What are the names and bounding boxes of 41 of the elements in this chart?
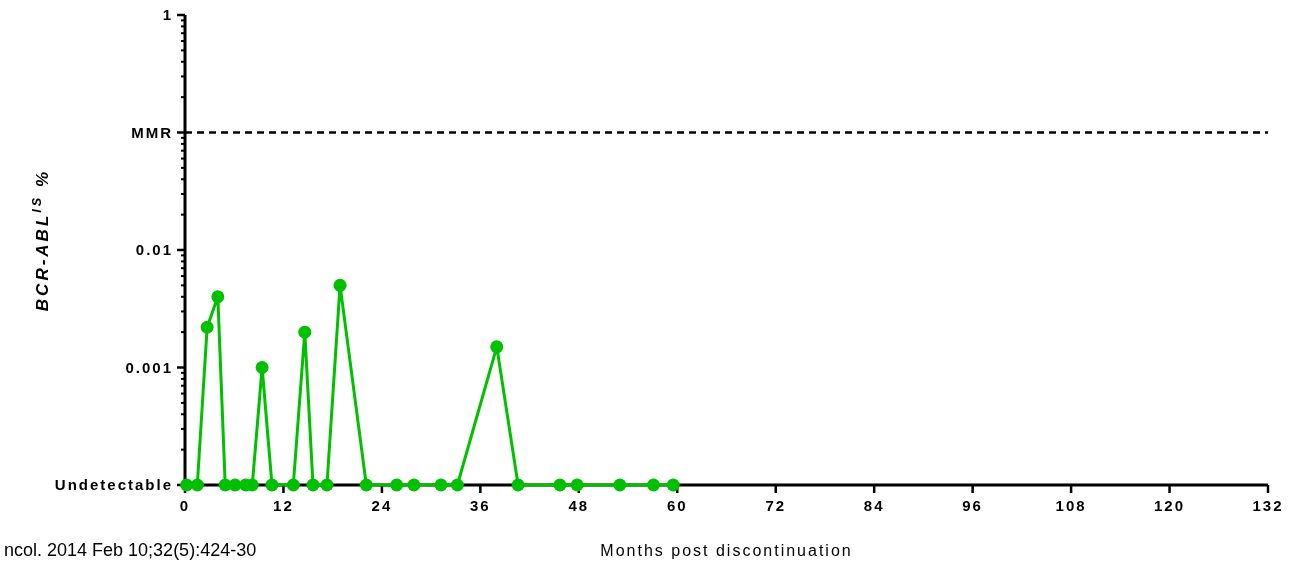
x-tick-label: 60 bbox=[666, 497, 688, 514]
point bbox=[570, 478, 584, 492]
point bbox=[434, 478, 448, 492]
x-tick-label: 12 bbox=[273, 497, 294, 514]
point bbox=[613, 478, 627, 492]
point bbox=[333, 278, 347, 292]
point bbox=[320, 478, 334, 492]
x-tick-label: 132 bbox=[1252, 497, 1284, 514]
point bbox=[211, 290, 225, 304]
point bbox=[646, 478, 660, 492]
y-tick-label: 1 bbox=[162, 6, 173, 23]
point bbox=[450, 478, 464, 492]
point bbox=[306, 478, 320, 492]
y-tick-label: 0.01 bbox=[135, 241, 173, 258]
x-tick-label: 36 bbox=[470, 497, 491, 514]
x-tick-label: 24 bbox=[371, 497, 393, 514]
x-axis-title: Months post discontinuation bbox=[600, 542, 853, 559]
x-tick-label: 84 bbox=[863, 497, 885, 514]
point bbox=[490, 340, 504, 354]
x-tick-label: 72 bbox=[765, 497, 787, 514]
point bbox=[407, 478, 421, 492]
x-tick-label: 48 bbox=[568, 497, 590, 514]
point bbox=[359, 478, 373, 492]
point bbox=[298, 325, 312, 339]
x-tick-label: 96 bbox=[962, 497, 983, 514]
x-tick-label: 120 bbox=[1154, 497, 1186, 514]
point bbox=[511, 478, 525, 492]
point bbox=[255, 361, 269, 374]
point bbox=[286, 478, 300, 492]
point bbox=[666, 478, 680, 492]
x-tick-label: 108 bbox=[1055, 497, 1087, 514]
y-tick-label: 0.001 bbox=[125, 358, 173, 376]
point bbox=[553, 478, 567, 492]
point bbox=[390, 478, 404, 492]
point bbox=[265, 478, 279, 492]
x-tick-label: 0 bbox=[179, 497, 191, 514]
point bbox=[190, 478, 204, 492]
y-tick-label: Undetectable bbox=[54, 476, 173, 493]
point bbox=[200, 320, 214, 334]
y-tick-label: MMR bbox=[131, 123, 173, 141]
text: ncol. 2014 Feb 10;32(5):424-30 bbox=[4, 540, 257, 560]
